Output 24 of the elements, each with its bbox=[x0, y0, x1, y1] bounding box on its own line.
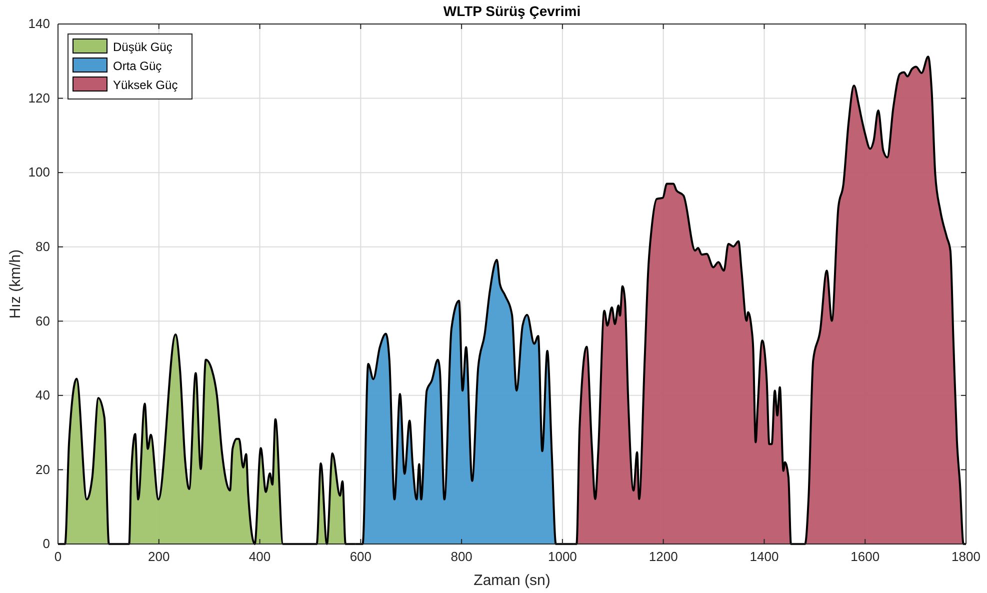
x-tick-label: 1600 bbox=[850, 549, 880, 564]
legend-label: Yüksek Güç bbox=[113, 78, 178, 92]
x-tick-label: 600 bbox=[350, 549, 372, 564]
y-axis-title: Hız (km/h) bbox=[7, 249, 24, 319]
y-tick-label: 0 bbox=[42, 536, 50, 552]
x-axis-title: Zaman (sn) bbox=[474, 572, 550, 589]
y-tick-label: 120 bbox=[28, 90, 50, 106]
legend-label: Orta Güç bbox=[113, 59, 162, 73]
x-tick-label: 1800 bbox=[952, 549, 980, 564]
x-tick-label: 0 bbox=[54, 549, 62, 564]
y-tick-label: 140 bbox=[28, 16, 50, 32]
y-tick-label: 80 bbox=[36, 239, 50, 254]
x-tick-label: 400 bbox=[248, 549, 271, 564]
x-tick-label: 1400 bbox=[750, 549, 779, 564]
y-tick-label: 60 bbox=[36, 313, 50, 328]
x-tick-label: 1200 bbox=[648, 549, 678, 564]
x-tick-label: 800 bbox=[450, 549, 472, 564]
chart-title: WLTP Sürüş Çevrimi bbox=[443, 3, 581, 19]
x-tick-label: 1000 bbox=[548, 549, 577, 564]
y-tick-label: 20 bbox=[36, 462, 50, 477]
legend-label: Düşük Güç bbox=[113, 40, 172, 54]
y-tick-label: 40 bbox=[36, 388, 50, 403]
x-tick-label: 200 bbox=[148, 549, 170, 564]
y-tick-label: 100 bbox=[28, 164, 50, 180]
